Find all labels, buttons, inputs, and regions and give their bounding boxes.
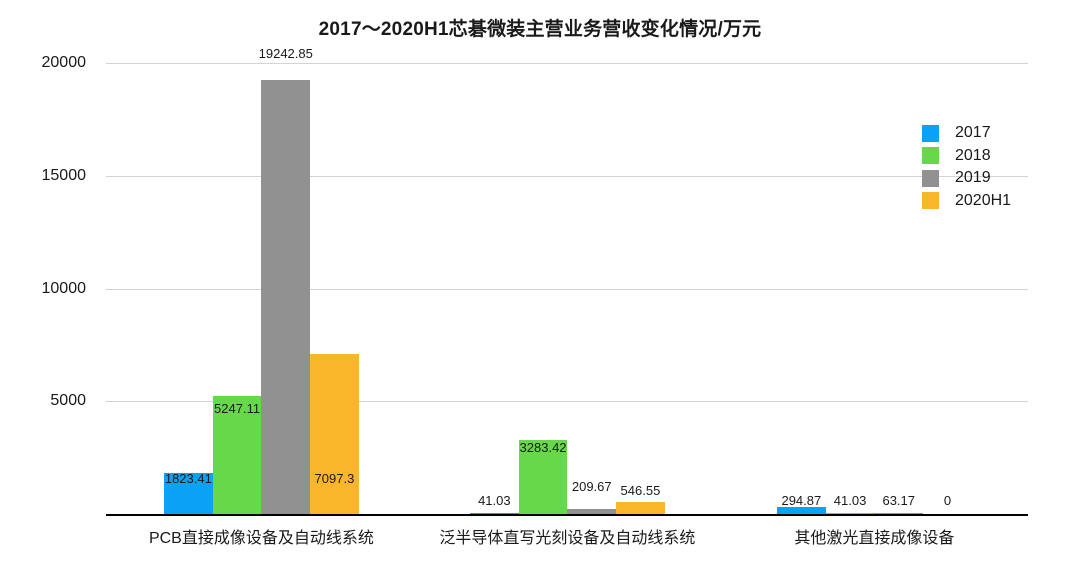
bar-2018-1 <box>518 439 568 514</box>
bar-2018-2 <box>825 513 875 514</box>
gridline <box>106 288 1028 290</box>
gridline <box>106 175 1028 177</box>
legend-item: 2019 <box>922 167 1011 190</box>
value-label: 3283.42 <box>519 440 567 455</box>
plot-area: 5000 10000 15000 20000 1823.41 5247.11 19242.8… <box>42 46 1028 516</box>
legend-item: 2018 <box>922 145 1011 168</box>
y-tick-label: 10000 <box>41 279 87 297</box>
legend-label: 2017 <box>955 124 991 142</box>
bar-2019-0 <box>261 80 311 514</box>
bar-2020H1-1 <box>616 501 665 514</box>
legend-item: 2020H1 <box>922 190 1011 213</box>
category-label: PCB直接成像设备及自动线系统 <box>148 530 374 547</box>
value-label: 209.67 <box>571 479 612 494</box>
legend-swatch <box>922 147 939 165</box>
bar-2019-1 <box>567 509 617 514</box>
value-label: 546.55 <box>620 483 661 498</box>
bar-2017-2 <box>777 507 826 514</box>
legend-label: 2018 <box>955 146 991 164</box>
legend-swatch <box>922 124 939 142</box>
bar-2017-0 <box>164 472 213 514</box>
chart-title: 2017～2020H1芯碁微装主营业务营收变化情况/万元 <box>318 19 762 40</box>
legend: 2017 2018 2019 2020H1 <box>922 122 1011 212</box>
category-label: 其他激光直接成像设备 <box>794 530 955 547</box>
value-label: 5247.11 <box>214 401 261 416</box>
legend-label: 2020H1 <box>955 191 1012 209</box>
value-label: 0 <box>943 493 952 508</box>
value-label: 19242.85 <box>258 46 313 61</box>
x-axis-line <box>106 514 1028 516</box>
legend-swatch <box>922 169 939 187</box>
value-label: 63.17 <box>882 493 916 508</box>
value-label: 41.03 <box>833 493 867 508</box>
y-tick-label: 5000 <box>50 392 86 410</box>
value-label: 294.87 <box>781 493 822 508</box>
value-label: 7097.3 <box>314 471 355 486</box>
bar-2019-2 <box>874 512 924 514</box>
legend-label: 2019 <box>955 169 991 187</box>
bar-2020H1-0 <box>310 353 359 514</box>
gridline <box>106 63 1028 64</box>
y-tick-label: 20000 <box>41 54 87 71</box>
bar-2018-0 <box>212 395 262 514</box>
bar-2017-1 <box>470 513 519 514</box>
category-label: 泛半导体直写光刻设备及自动线系统 <box>439 530 696 547</box>
legend-swatch <box>922 192 939 210</box>
legend-item: 2017 <box>922 122 1011 145</box>
value-label: 1823.41 <box>164 471 212 486</box>
value-label: 41.03 <box>478 493 511 508</box>
gridline <box>106 401 1028 403</box>
y-tick-label: 15000 <box>41 166 87 184</box>
